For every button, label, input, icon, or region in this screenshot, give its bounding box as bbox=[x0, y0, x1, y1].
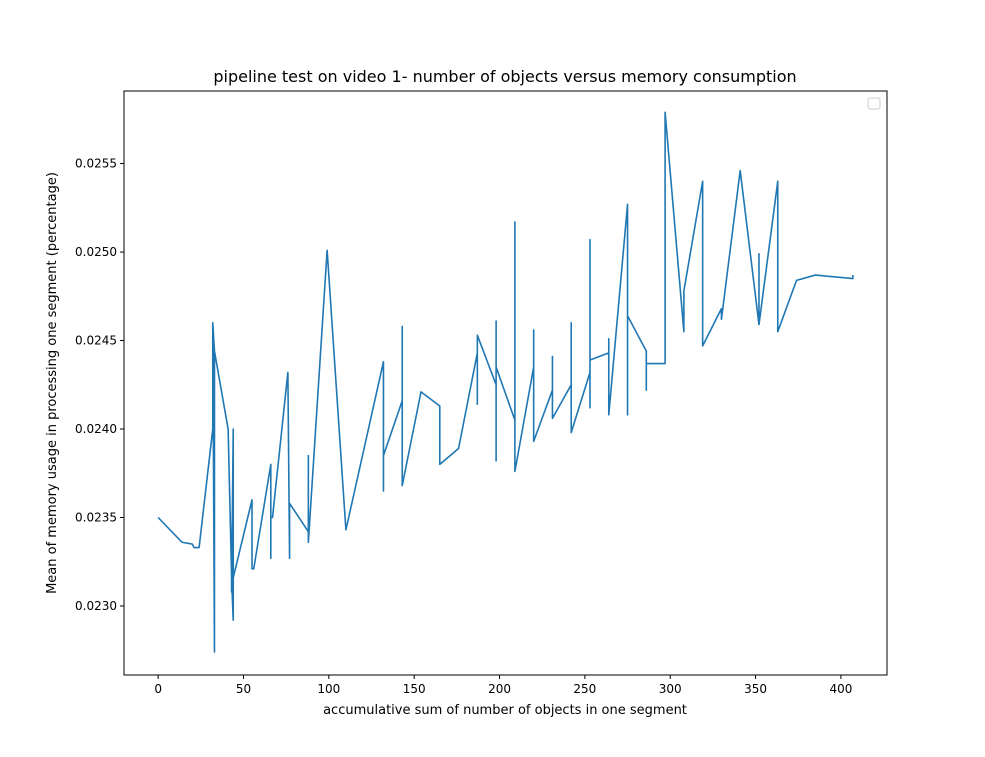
y-tick-label: 0.0240 bbox=[75, 422, 117, 436]
x-axis-label: accumulative sum of number of objects in… bbox=[323, 703, 687, 718]
x-tick-label: 250 bbox=[573, 682, 596, 696]
x-tick-label: 400 bbox=[829, 682, 852, 696]
y-tick-label: 0.0255 bbox=[75, 157, 117, 171]
chart-title: pipeline test on video 1- number of obje… bbox=[213, 67, 796, 86]
y-axis-label: Mean of memory usage in processing one s… bbox=[45, 172, 60, 594]
plot-series bbox=[157, 111, 854, 653]
x-tick-label: 350 bbox=[744, 682, 767, 696]
plot-frame bbox=[123, 90, 888, 676]
y-tick-label: 0.0230 bbox=[75, 599, 117, 613]
x-tick-label: 300 bbox=[659, 682, 682, 696]
x-tick-label: 200 bbox=[488, 682, 511, 696]
y-tick-label: 0.0245 bbox=[75, 334, 117, 348]
y-tick-label: 0.0235 bbox=[75, 510, 117, 524]
x-tick-label: 0 bbox=[154, 682, 162, 696]
series-line-0 bbox=[157, 111, 854, 653]
x-axis-ticks: 0 50 100 150 200 250 300 350 400 bbox=[154, 675, 852, 696]
x-tick-label: 100 bbox=[317, 682, 340, 696]
y-axis-ticks: 0.0230 0.0235 0.0240 0.0245 0.0250 0.0255 bbox=[75, 157, 124, 613]
x-tick-label: 50 bbox=[236, 682, 251, 696]
legend-box bbox=[867, 97, 881, 110]
x-tick-label: 150 bbox=[403, 682, 426, 696]
y-tick-label: 0.0250 bbox=[75, 245, 117, 259]
